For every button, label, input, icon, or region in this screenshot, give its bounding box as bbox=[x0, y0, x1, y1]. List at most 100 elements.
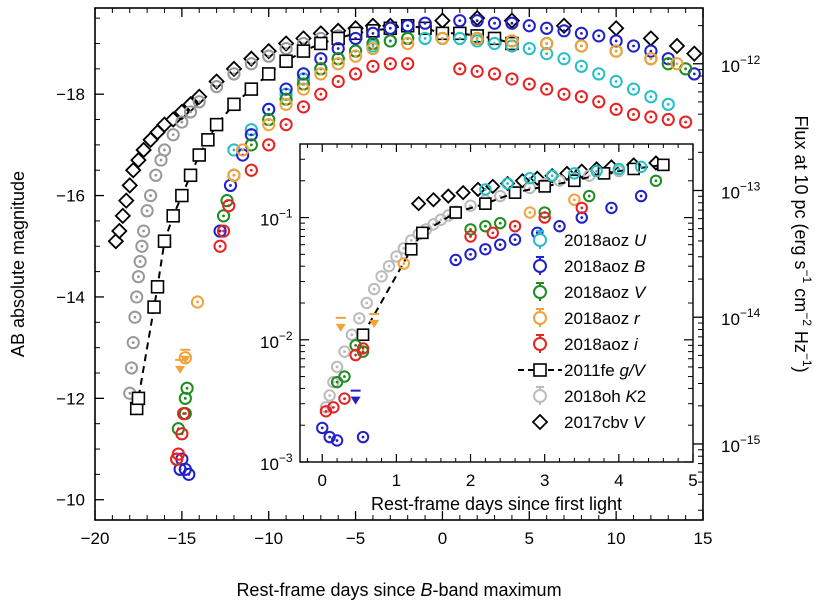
y-tick-label: −10 bbox=[56, 491, 85, 510]
main-2018oh-k2-point bbox=[124, 361, 139, 375]
legend-label-main: 2018aoz bbox=[564, 335, 634, 354]
main-2018aoz-i-point-dot bbox=[562, 92, 566, 96]
main-2017cbv-v-point bbox=[135, 141, 152, 159]
inset-2018aoz-r-upper-limit bbox=[335, 323, 346, 332]
legend-label-main: 2011fe bbox=[564, 361, 619, 380]
main-2018aoz-i-point-dot bbox=[182, 412, 185, 415]
main-2018oh-k2-point bbox=[227, 67, 241, 81]
legend-label-main: 2018aoz bbox=[564, 283, 634, 302]
inset-2018aoz-b-point-dot bbox=[580, 216, 584, 219]
main-2018aoz-r-point-dot bbox=[580, 44, 583, 48]
main-2018aoz-r-point bbox=[236, 143, 250, 157]
y2-axis-label-part: cm bbox=[791, 283, 811, 312]
main-2017cbv-v-point bbox=[468, 9, 486, 27]
main-2018aoz-i-point-dot bbox=[406, 62, 410, 66]
inset-2018aoz-v-point bbox=[494, 216, 507, 230]
main-2018aoz-b-point-dot bbox=[692, 72, 696, 76]
main-2018aoz-u-point-dot bbox=[371, 44, 375, 48]
main-2018aoz-b-point bbox=[626, 39, 641, 53]
inset-2018aoz-v-point-dot bbox=[361, 350, 365, 354]
legend-marker bbox=[533, 285, 547, 299]
inset-2018aoz-u-point bbox=[634, 160, 648, 174]
inset-2018aoz-v-point-dot bbox=[654, 179, 658, 183]
inset-2018aoz-i-point bbox=[575, 201, 588, 215]
main-2018aoz-u-point-dot bbox=[649, 95, 653, 99]
main-2018aoz-r-point-dot bbox=[510, 39, 514, 43]
main-2018oh-k2-point-dot bbox=[159, 158, 163, 162]
main-2018aoz-r-upper-limit bbox=[175, 365, 186, 374]
inset-2018aoz-i-point-dot bbox=[331, 405, 335, 409]
main-2018aoz-u-point-dot bbox=[545, 52, 549, 56]
main-2011fe-g-v-point bbox=[175, 188, 189, 203]
main-2018aoz-u-point bbox=[644, 90, 658, 104]
main-2011fe-g-v-point bbox=[201, 133, 215, 147]
inset-2018oh-k2-point bbox=[353, 312, 366, 325]
y2-tick-mantissa: 10 bbox=[721, 183, 740, 202]
main-2011fe-g-v-point bbox=[183, 168, 198, 183]
main-2018aoz-b-point bbox=[383, 21, 397, 35]
main-2018aoz-i-point bbox=[557, 87, 571, 101]
main-2018oh-k2-point bbox=[137, 224, 151, 238]
main-2018aoz-u-point bbox=[661, 97, 675, 111]
inset-2018oh-k2-point-dot bbox=[469, 204, 472, 208]
main-2018aoz-i-point bbox=[366, 59, 380, 73]
main-2011fe-g-v-point bbox=[166, 209, 180, 223]
main-2018oh-k2-point bbox=[262, 49, 276, 63]
inset-2018aoz-b-point-dot bbox=[328, 435, 332, 439]
inset-2018aoz-u-point-dot bbox=[506, 182, 510, 185]
inset-2018aoz-v-point-dot bbox=[335, 380, 339, 384]
main-2018aoz-i-point-dot bbox=[319, 92, 323, 96]
main-2017cbv-v-point bbox=[121, 177, 139, 194]
main-2018aoz-r-point bbox=[435, 31, 450, 46]
inset-x-axis-label: Rest-frame days since first light bbox=[371, 494, 622, 514]
inset-2017cbv-v-point bbox=[425, 191, 442, 208]
main-2018aoz-u-point-dot bbox=[580, 64, 583, 68]
main-2018aoz-r-point-dot bbox=[284, 102, 288, 106]
inset-2017cbv-v-point bbox=[410, 195, 427, 212]
inset-2018aoz-b-point bbox=[356, 430, 370, 444]
legend-label: 2018aoz U bbox=[564, 231, 647, 250]
inset-2018aoz-b-point bbox=[553, 220, 566, 233]
main-2018aoz-i-point bbox=[296, 100, 311, 114]
main-2018oh-k2-point-dot bbox=[133, 315, 137, 319]
main-2018oh-k2-point-dot bbox=[171, 133, 175, 137]
main-2018aoz-u-point bbox=[626, 82, 641, 96]
main-2018oh-k2-point-dot bbox=[180, 120, 184, 124]
main-2017cbv-v-point bbox=[434, 12, 451, 29]
main-2018aoz-r-point-dot bbox=[267, 123, 271, 126]
inset-2018oh-k2-point-dot bbox=[357, 316, 361, 320]
inset-2018aoz-u-point-dot bbox=[617, 167, 621, 171]
inset-2018aoz-i-point bbox=[508, 220, 522, 233]
inset-2018oh-k2-point bbox=[330, 360, 344, 374]
inset-2018aoz-u-point bbox=[568, 167, 581, 180]
main-2018oh-k2-point bbox=[244, 57, 258, 71]
main-2018aoz-b-point-dot bbox=[562, 29, 566, 33]
main-2018aoz-i-point bbox=[279, 117, 293, 132]
main-2018aoz-i-point bbox=[626, 107, 641, 122]
y-tick-label: −12 bbox=[56, 389, 85, 408]
main-2018aoz-r-point bbox=[262, 117, 276, 132]
inset-2018aoz-b-point-dot bbox=[498, 243, 502, 247]
main-2018oh-k2-point bbox=[157, 143, 172, 157]
inset-2018oh-k2-point-dot bbox=[409, 239, 413, 242]
x-tick-label: 10 bbox=[607, 529, 626, 548]
inset-2018aoz-b-point-dot bbox=[469, 252, 472, 256]
inset-2018aoz-r-upper-limit bbox=[369, 319, 380, 328]
main-2018aoz-r-point-dot bbox=[371, 47, 375, 50]
main-2018aoz-b-point-dot bbox=[388, 26, 392, 30]
main-2018aoz-i-point-dot bbox=[458, 67, 462, 71]
inset-2011fe-g-v-point bbox=[568, 174, 581, 188]
legend-label: 2018aoz r bbox=[564, 309, 641, 328]
main-2018aoz-i-point bbox=[222, 199, 236, 213]
main-2018aoz-i-point-dot bbox=[493, 72, 496, 76]
inset-2018oh-k2-point-dot bbox=[328, 394, 332, 397]
main-2018aoz-i-point-dot bbox=[632, 113, 635, 116]
inset-2018aoz-b-point bbox=[464, 248, 477, 261]
main-2018aoz-i-point bbox=[644, 110, 658, 124]
main-2018oh-k2-point-dot bbox=[302, 42, 305, 45]
main-2018aoz-u-point-dot bbox=[232, 148, 236, 152]
main-2018oh-k2-point bbox=[143, 188, 158, 203]
inset-2018oh-k2-point bbox=[360, 296, 373, 310]
main-2018aoz-b-point bbox=[522, 19, 536, 33]
legend-label: 2018aoz V bbox=[564, 283, 647, 302]
